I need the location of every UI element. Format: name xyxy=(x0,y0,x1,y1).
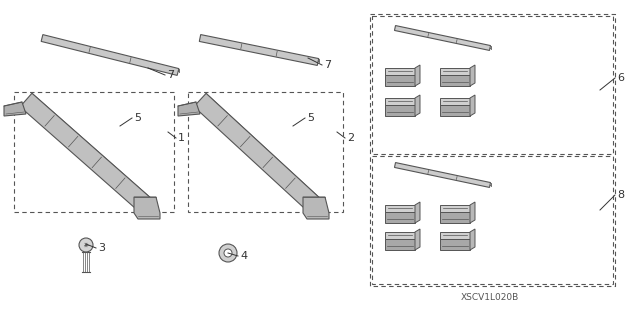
Polygon shape xyxy=(385,68,415,75)
Polygon shape xyxy=(41,34,179,75)
Polygon shape xyxy=(20,93,150,211)
Polygon shape xyxy=(4,102,26,116)
Polygon shape xyxy=(440,68,470,75)
Circle shape xyxy=(219,244,237,262)
Polygon shape xyxy=(440,98,470,105)
Polygon shape xyxy=(385,232,415,239)
Text: 4: 4 xyxy=(240,251,247,261)
Polygon shape xyxy=(206,93,319,201)
Polygon shape xyxy=(440,75,470,86)
Polygon shape xyxy=(194,93,319,211)
Polygon shape xyxy=(394,163,490,188)
Polygon shape xyxy=(303,197,329,219)
Text: XSCV1L020B: XSCV1L020B xyxy=(461,293,519,302)
Polygon shape xyxy=(440,105,470,116)
Polygon shape xyxy=(32,93,150,201)
Polygon shape xyxy=(178,102,200,116)
Polygon shape xyxy=(440,239,470,250)
Text: 3: 3 xyxy=(98,243,105,253)
Polygon shape xyxy=(415,95,420,116)
Polygon shape xyxy=(440,212,470,223)
Text: 5: 5 xyxy=(134,113,141,123)
Text: 6: 6 xyxy=(617,73,624,83)
Polygon shape xyxy=(385,239,415,250)
Polygon shape xyxy=(470,202,475,223)
Circle shape xyxy=(224,249,232,257)
Text: 5: 5 xyxy=(307,113,314,123)
Polygon shape xyxy=(394,26,490,50)
Circle shape xyxy=(79,238,93,252)
Text: 7: 7 xyxy=(167,70,174,80)
Text: 7: 7 xyxy=(324,60,331,70)
Polygon shape xyxy=(470,65,475,86)
Polygon shape xyxy=(440,232,470,239)
Polygon shape xyxy=(134,197,160,219)
Polygon shape xyxy=(385,212,415,223)
Polygon shape xyxy=(440,205,470,212)
Polygon shape xyxy=(470,95,475,116)
Polygon shape xyxy=(385,75,415,86)
Text: 1: 1 xyxy=(178,133,185,143)
Text: 8: 8 xyxy=(617,190,624,200)
Polygon shape xyxy=(470,229,475,250)
Polygon shape xyxy=(415,229,420,250)
Polygon shape xyxy=(199,34,319,65)
Polygon shape xyxy=(415,202,420,223)
Polygon shape xyxy=(385,98,415,105)
Polygon shape xyxy=(385,105,415,116)
Polygon shape xyxy=(415,65,420,86)
Text: 2: 2 xyxy=(347,133,354,143)
Polygon shape xyxy=(385,205,415,212)
